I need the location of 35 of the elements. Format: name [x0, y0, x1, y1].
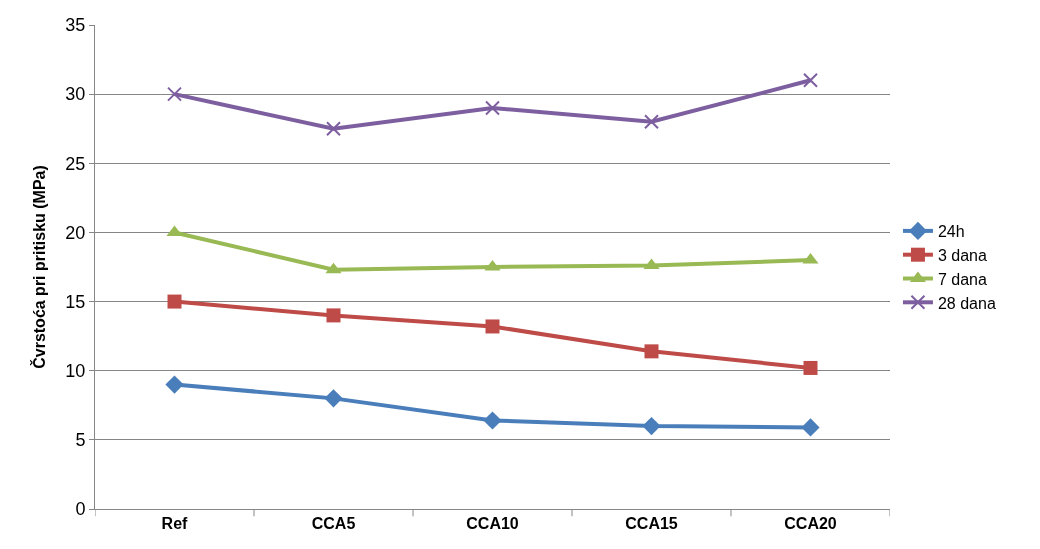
legend-label: 3 dana: [937, 246, 987, 264]
point: [326, 308, 341, 323]
y-tick-label: 20: [65, 222, 86, 243]
point: [483, 411, 502, 430]
y-axis-title: Čvrstoća pri pritisku (MPa): [30, 165, 49, 369]
point: [485, 319, 500, 334]
y-tick-label: 30: [65, 84, 86, 105]
point: [644, 114, 659, 130]
point: [167, 294, 182, 309]
point: [485, 100, 500, 116]
point: [642, 416, 661, 436]
point: [801, 418, 820, 437]
legend-label: 7 dana: [937, 270, 987, 288]
x-tick-label: CCA10: [466, 515, 519, 533]
x-tick-label: CCA5: [311, 515, 356, 533]
y-tick-label: 25: [65, 153, 86, 174]
point: [643, 258, 660, 270]
y-tick-label: 10: [65, 361, 86, 382]
point: [165, 375, 184, 394]
x-tick-label: CCA15: [625, 515, 678, 533]
point: [644, 344, 659, 359]
point: [803, 360, 818, 375]
x-tick-label: Ref: [161, 515, 189, 533]
legend-label: 24h: [937, 223, 965, 241]
point: [325, 262, 342, 274]
point: [167, 86, 182, 102]
y-tick-label: 5: [75, 430, 86, 451]
legend-label: 28 dana: [937, 294, 996, 312]
point: [324, 389, 343, 408]
y-tick-label: 35: [65, 15, 86, 36]
x-tick-label: CCA20: [784, 515, 837, 533]
point: [803, 72, 818, 88]
point: [326, 121, 341, 137]
y-tick-label: 15: [65, 291, 86, 312]
y-tick-label: 0: [75, 499, 86, 520]
